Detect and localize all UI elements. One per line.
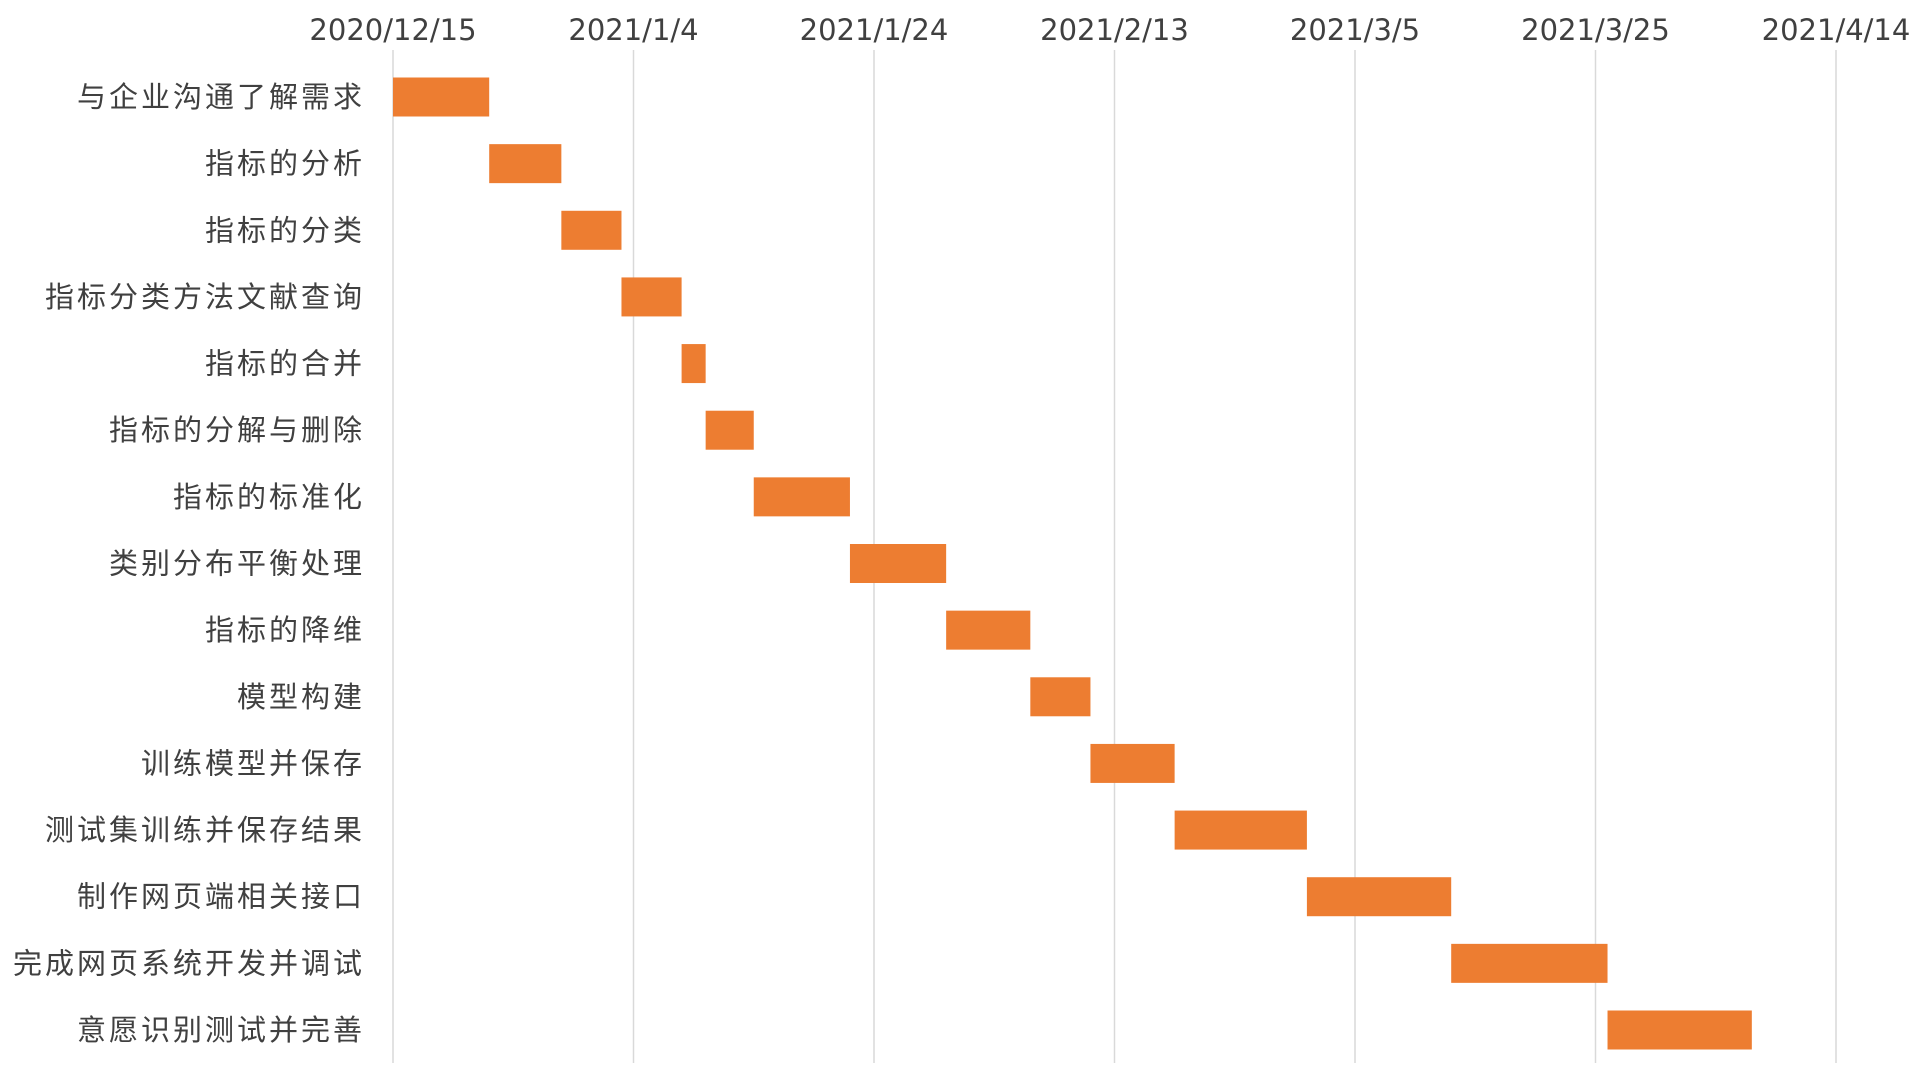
task-bar [561,210,622,250]
x-tick-label: 2021/3/5 [1290,13,1420,47]
task-bar [1090,743,1175,783]
task-label: 指标的分类 [205,213,365,247]
task-bar [1451,943,1608,983]
x-tick-label: 2020/12/15 [309,13,476,47]
task-label: 指标的标准化 [173,480,365,514]
task-label: 类别分布平衡处理 [109,547,365,581]
x-tick-label: 2021/2/13 [1040,13,1189,47]
task-bar [1030,677,1091,717]
task-label: 指标的降维 [205,613,365,647]
task-bar [1607,1010,1752,1050]
task-bar [489,144,562,184]
task-bar [681,344,706,384]
x-tick-label: 2021/1/24 [800,13,949,47]
task-bar [705,410,754,450]
task-label: 模型构建 [237,680,365,714]
task-label: 测试集训练并保存结果 [45,813,365,847]
task-bars [393,77,1752,1050]
x-tick-label: 2021/3/25 [1521,13,1670,47]
task-bar [753,477,850,517]
task-bar [393,77,490,117]
task-bar [946,610,1031,650]
task-bar [1174,810,1307,850]
task-label: 指标分类方法文献查询 [45,280,365,314]
task-label: 制作网页端相关接口 [77,880,365,914]
task-labels: 与企业沟通了解需求指标的分析指标的分类指标分类方法文献查询指标的合并指标的分解与… [13,80,365,1047]
x-tick-label: 2021/1/4 [568,13,698,47]
x-tick-label: 2021/4/14 [1762,13,1911,47]
x-axis-ticks: 2020/12/15 2021/1/4 2021/1/24 2021/2/13 2021… [309,13,1910,47]
task-bar [1306,877,1452,917]
task-bar [621,277,682,317]
gridlines [392,50,1837,1063]
task-label: 与企业沟通了解需求 [77,80,365,114]
task-label: 意愿识别测试并完善 [77,1013,365,1047]
task-label: 训练模型并保存 [141,746,365,780]
task-bar [849,544,947,583]
task-label: 完成网页系统开发并调试 [13,946,365,980]
task-label: 指标的分析 [205,147,365,181]
task-label: 指标的合并 [205,347,365,381]
task-label: 指标的分解与删除 [109,413,365,447]
